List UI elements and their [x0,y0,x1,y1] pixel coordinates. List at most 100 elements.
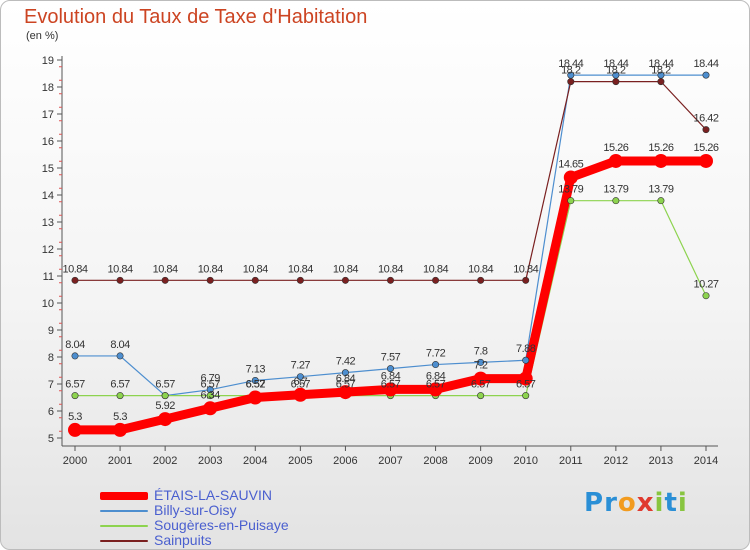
data-point [116,276,124,284]
data-point [296,276,304,284]
data-label: 6.57 [291,379,311,391]
x-tick-label: 2005 [288,455,312,467]
chart-title: Evolution du Taux de Taxe d'Habitation [24,6,368,28]
data-label: 7.88 [516,343,536,355]
data-point [699,153,713,168]
data-point [612,197,620,205]
data-point [477,358,485,366]
data-point [563,170,578,185]
legend-swatch [100,509,148,512]
y-tick-label: 19 [42,55,54,67]
legend-label: Sougères-en-Puisaye [154,517,289,533]
data-label: 7.2 [474,360,488,372]
data-point [612,78,620,86]
data-label: 6.84 [426,370,446,382]
x-tick-label: 2014 [694,455,718,467]
data-point [653,153,668,168]
data-point [68,422,82,437]
data-label: 18.2 [561,65,581,77]
data-point [206,392,214,400]
data-point [251,376,259,384]
data-point [522,356,530,364]
x-tick-label: 2010 [513,455,537,467]
data-label: 6.52 [246,379,266,391]
data-point [113,422,128,437]
x-tick-label: 2003 [198,455,222,467]
data-point [567,197,575,205]
data-label: 10.84 [153,263,178,275]
data-label: 7.57 [381,352,401,364]
data-point [567,78,575,86]
y-unit-label: (en %) [26,30,59,42]
data-label: 18.44 [558,58,583,70]
y-tick-label: 12 [42,244,54,256]
brand-letter: i [677,488,688,518]
data-point [71,352,79,360]
legend: ÉTAIS-LA-SAUVIN Billy-sur-Oisy Sougères-en… [100,488,289,548]
legend-item: Sougères-en-Puisaye [100,518,289,533]
data-point [71,392,79,400]
x-tick-label: 2008 [423,455,447,467]
x-tick-label: 2011 [559,455,583,467]
data-label: 8.04 [110,339,130,351]
data-label: 6.57 [381,379,401,391]
x-tick-label: 2006 [333,455,357,467]
x-tick-label: 2002 [153,455,177,467]
data-point [158,412,173,427]
data-label: 10.84 [468,263,493,275]
y-tick-label: 9 [48,325,54,337]
data-label: 13.79 [558,184,583,196]
data-label: 16.42 [693,113,718,125]
axes: 5 6 7 8 9 10 11 12 13 14 15 16 17 18 19 2000 2001 2002 200… [42,55,718,467]
data-label: 10.84 [198,263,223,275]
data-label: 7.42 [336,356,356,368]
data-label: 6.34 [201,389,221,401]
data-label: 6.57 [516,379,536,391]
data-label: 13.79 [603,184,628,196]
data-label: 6.57 [201,379,221,391]
data-point [702,292,710,300]
legend-swatch [100,491,148,500]
data-label: 10.84 [423,263,448,275]
legend-label: Billy-sur-Oisy [154,502,237,518]
data-label: 7.13 [246,363,266,375]
data-point [71,276,79,284]
data-point [383,382,398,397]
data-point [432,276,440,284]
legend-item: ÉTAIS-LA-SAUVIN [100,488,289,503]
data-label: 5.3 [113,411,127,423]
legend-swatch [100,539,148,542]
data-label: 18.2 [606,65,626,77]
data-label: 8.04 [65,339,85,351]
brand-letter: o [617,488,637,518]
data-label: 7.8 [474,345,488,357]
x-tick-label: 2000 [63,455,87,467]
data-label: 10.84 [62,263,87,275]
data-point [608,153,623,168]
data-label: 10.84 [288,263,313,275]
data-point [702,71,710,79]
data-label: 18.44 [693,58,718,70]
legend-item: Sainpuits [100,533,289,548]
data-label: 6.84 [381,370,401,382]
data-label: 6.7 [293,376,307,388]
data-point [522,392,530,400]
data-label: 10.84 [378,263,403,275]
data-label: 15.26 [603,142,628,154]
y-tick-label: 11 [43,271,54,283]
brand-letter: r [604,488,618,518]
data-point [116,392,124,400]
data-point [657,197,665,205]
data-label: 6.57 [110,379,130,391]
data-label: 6.57 [336,379,356,391]
data-point [161,276,169,284]
y-tick-label: 8 [48,352,54,364]
brand-letter: x [636,488,655,518]
data-point [473,371,488,386]
data-point [203,401,218,416]
data-label: 18.2 [651,65,671,77]
y-tick-label: 7 [48,379,54,391]
data-label: 7.72 [426,348,446,360]
